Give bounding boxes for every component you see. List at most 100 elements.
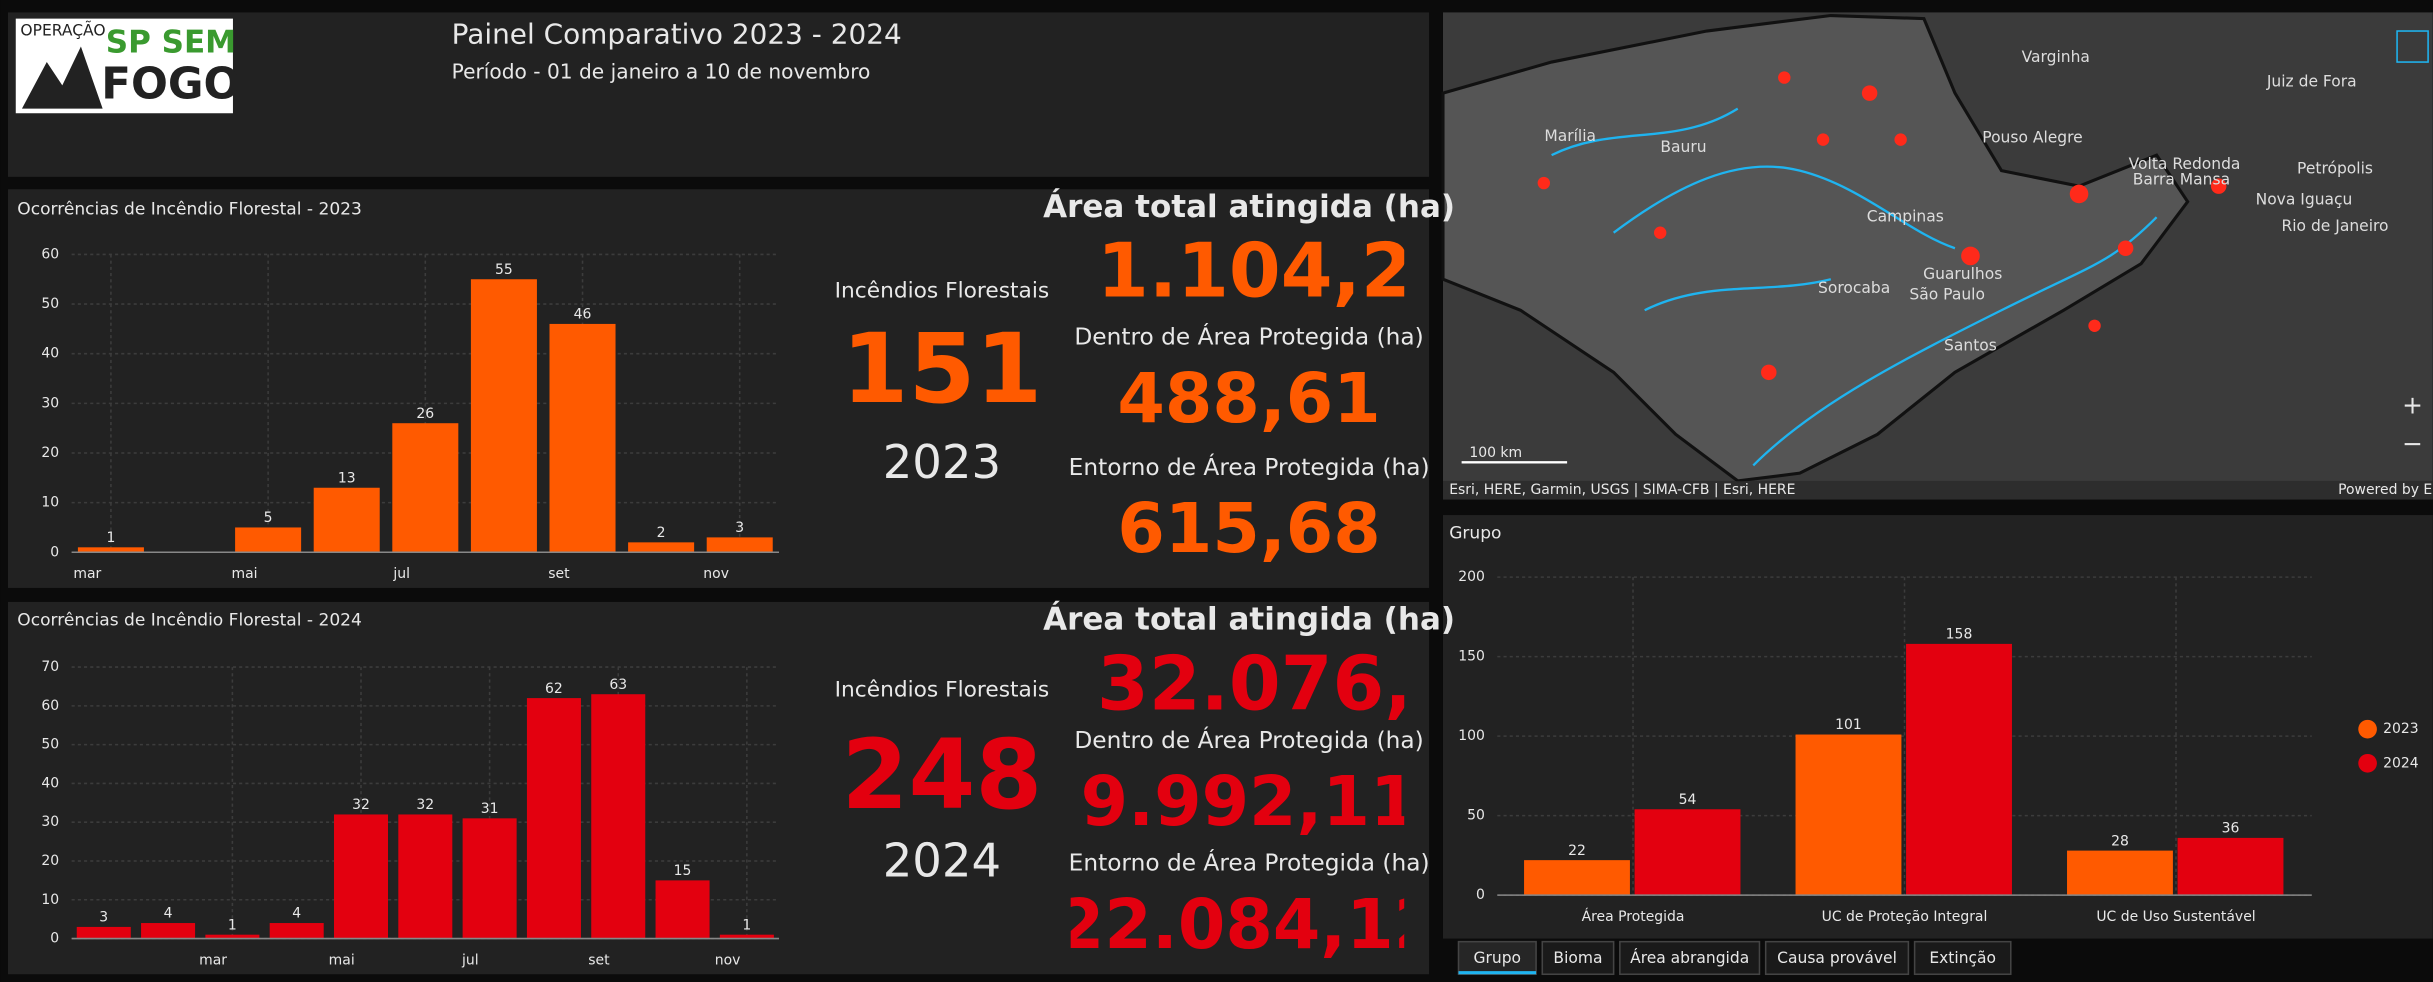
bar xyxy=(1906,643,2012,896)
bar xyxy=(526,698,581,939)
data-label: 1 xyxy=(106,530,115,546)
chart-title: Ocorrências de Incêndio Florestal - 2023 xyxy=(17,199,362,219)
tab-label[interactable]: Causa provável xyxy=(1777,949,1897,967)
chart-title: Ocorrências de Incêndio Florestal - 2024 xyxy=(17,611,362,631)
data-label: 158 xyxy=(1946,627,1973,643)
kpi-metric-label: Entorno de Área Protegida (ha) xyxy=(1069,453,1430,481)
tab[interactable] xyxy=(1764,940,1910,976)
bar xyxy=(141,923,196,939)
bar xyxy=(313,487,380,553)
logo-icon xyxy=(21,46,103,109)
kpi-metric-value: 615,68 xyxy=(1117,490,1380,569)
y-tick-label: 100 xyxy=(1458,728,1485,744)
chart-title: Grupo xyxy=(1449,524,1501,544)
bar xyxy=(392,423,459,553)
tab-label[interactable]: Extinção xyxy=(1929,949,1996,967)
y-tick-label: 60 xyxy=(41,246,59,262)
y-tick-label: 40 xyxy=(41,346,59,362)
tabs: Grupo Bioma Área abrangida Causa provável Ex… xyxy=(1457,940,2012,976)
bar xyxy=(269,923,324,939)
data-label: 55 xyxy=(495,262,513,278)
data-label: 4 xyxy=(164,906,173,922)
data-label: 13 xyxy=(338,470,356,486)
y-tick-label: 60 xyxy=(41,698,59,714)
x-tick-label: set xyxy=(588,952,610,968)
tab-label[interactable]: Grupo xyxy=(1474,949,1522,967)
data-label: 5 xyxy=(264,510,273,526)
kpi-label: Incêndios Florestais xyxy=(835,677,1050,702)
data-label: 63 xyxy=(609,677,627,693)
y-tick-label: 50 xyxy=(1467,808,1485,824)
kpi-metric-value: 1.104,29 xyxy=(1097,228,1464,315)
kpi-label: Incêndios Florestais xyxy=(835,279,1050,304)
x-tick-label: UC de Proteção Integral xyxy=(1822,909,1988,925)
y-tick-label: 0 xyxy=(50,931,59,947)
scale-label: 100 km xyxy=(1469,445,1522,461)
tab[interactable] xyxy=(1541,940,1615,976)
attribution-bar xyxy=(1442,480,2433,500)
x-tick-label: Área Protegida xyxy=(1582,907,1685,925)
bar xyxy=(549,323,616,553)
tab[interactable] xyxy=(1913,940,2012,976)
legend-label: 2024 xyxy=(2383,755,2419,771)
data-label: 36 xyxy=(2222,821,2240,837)
x-tick-label: jul xyxy=(461,952,479,968)
place-label: Rio de Janeiro xyxy=(2281,217,2388,235)
kpi-metric-label: Área total atingida (ha) xyxy=(1043,600,1455,638)
tab-label[interactable]: Área abrangida xyxy=(1630,948,1749,967)
panel-2023 xyxy=(8,189,1430,588)
legend-label: 2023 xyxy=(2383,721,2419,737)
bar xyxy=(333,814,389,939)
kpi-count: 151 xyxy=(842,313,1043,425)
bar xyxy=(628,542,695,553)
legend-swatch xyxy=(2358,719,2377,739)
zoom-in[interactable]: + xyxy=(2402,390,2423,419)
data-label: 32 xyxy=(416,797,434,813)
zoom-out[interactable]: − xyxy=(2402,429,2423,458)
y-tick-label: 10 xyxy=(41,892,59,908)
attribution: Esri, HERE, Garmin, USGS | SIMA-CFB | Es… xyxy=(1449,482,1795,498)
x-tick-label: nov xyxy=(715,952,741,968)
bar xyxy=(1524,860,1630,896)
x-tick-label: set xyxy=(548,566,570,582)
bar xyxy=(2067,850,2173,896)
home-button[interactable] xyxy=(2396,30,2429,63)
x-tick-label: mar xyxy=(73,566,101,582)
bar xyxy=(235,527,302,553)
bar xyxy=(76,926,131,939)
data-label: 3 xyxy=(735,520,744,536)
state-shape xyxy=(1441,13,2190,483)
kpi-metric-value: 32.076,23 xyxy=(1097,640,1516,727)
x-tick-label: jul xyxy=(392,566,410,582)
logo-text: OPERAÇÃO xyxy=(20,21,105,40)
tab-label[interactable]: Bioma xyxy=(1553,949,1602,967)
bar xyxy=(470,279,537,553)
bar xyxy=(706,537,773,553)
y-tick-label: 20 xyxy=(41,853,59,869)
place-label: Campinas xyxy=(1867,208,1944,226)
kpi-metric-label: Dentro de Área Protegida (ha) xyxy=(1074,323,1423,351)
data-label: 1 xyxy=(742,917,751,933)
tab[interactable] xyxy=(1619,940,1761,976)
place-label: Sorocaba xyxy=(1818,279,1890,297)
bar xyxy=(1795,734,1902,896)
x-tick-label: nov xyxy=(703,566,729,582)
bar xyxy=(655,880,710,939)
y-tick-label: 30 xyxy=(41,814,59,830)
data-label: 31 xyxy=(481,801,499,817)
kpi-metric-value: 22.084,12 xyxy=(1057,886,1441,965)
fire-points xyxy=(1537,71,2227,381)
x-tick-label: mai xyxy=(329,952,355,968)
data-label: 15 xyxy=(674,863,692,879)
place-label: Santos xyxy=(1944,336,1997,354)
place-label: Nova Iguaçu xyxy=(2256,191,2353,209)
kpi-metric-label: Área total atingida (ha) xyxy=(1043,187,1455,225)
bar xyxy=(398,814,453,939)
place-label: Guarulhos xyxy=(1923,265,2002,283)
y-tick-label: 10 xyxy=(41,495,59,511)
kpi-year: 2023 xyxy=(883,435,1001,489)
data-label: 32 xyxy=(352,797,370,813)
place-label: Varginha xyxy=(2022,48,2090,66)
x-tick-label: mai xyxy=(232,566,258,582)
